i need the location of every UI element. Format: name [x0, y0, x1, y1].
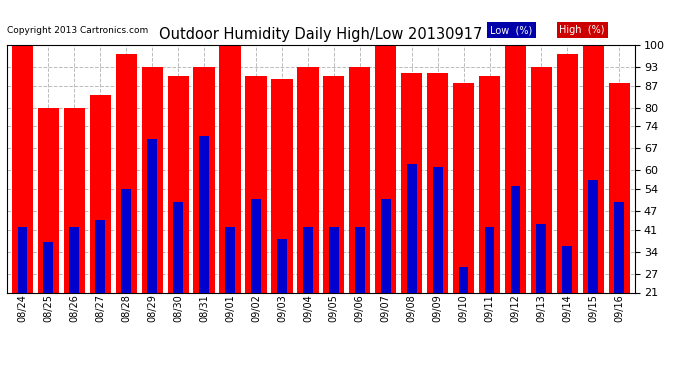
Bar: [433, 167, 442, 358]
Bar: [582, 45, 604, 358]
Bar: [375, 45, 396, 358]
Bar: [536, 224, 546, 358]
Bar: [277, 239, 287, 358]
Bar: [609, 82, 630, 358]
Bar: [297, 67, 319, 358]
Text: High  (%): High (%): [560, 25, 605, 35]
Bar: [116, 54, 137, 358]
Bar: [531, 67, 552, 358]
Bar: [562, 246, 572, 358]
Bar: [251, 198, 261, 358]
Bar: [381, 198, 391, 358]
Bar: [17, 227, 28, 358]
Bar: [147, 139, 157, 358]
Bar: [219, 45, 241, 358]
Bar: [329, 227, 339, 358]
Bar: [12, 45, 33, 358]
Bar: [453, 82, 474, 358]
Title: Outdoor Humidity Daily High/Low 20130917: Outdoor Humidity Daily High/Low 20130917: [159, 27, 482, 42]
Bar: [614, 202, 624, 358]
Bar: [406, 164, 417, 358]
Bar: [63, 108, 85, 358]
Bar: [349, 67, 371, 358]
Bar: [505, 45, 526, 358]
Bar: [459, 267, 469, 358]
Bar: [484, 227, 495, 358]
Bar: [193, 67, 215, 358]
Text: Low  (%): Low (%): [491, 25, 533, 35]
Bar: [168, 76, 189, 358]
Bar: [199, 136, 209, 358]
Bar: [511, 186, 520, 358]
Bar: [557, 54, 578, 358]
Bar: [427, 73, 449, 358]
Bar: [121, 189, 131, 358]
Bar: [90, 95, 111, 358]
Bar: [271, 80, 293, 358]
Bar: [246, 76, 266, 358]
Bar: [225, 227, 235, 358]
Bar: [95, 220, 106, 358]
Bar: [323, 76, 344, 358]
Text: Copyright 2013 Cartronics.com: Copyright 2013 Cartronics.com: [7, 26, 148, 35]
Bar: [70, 227, 79, 358]
Bar: [401, 73, 422, 358]
Bar: [479, 76, 500, 358]
Bar: [173, 202, 183, 358]
Bar: [38, 108, 59, 358]
Bar: [43, 242, 53, 358]
Bar: [355, 227, 365, 358]
Bar: [589, 180, 598, 358]
Bar: [303, 227, 313, 358]
Bar: [141, 67, 163, 358]
